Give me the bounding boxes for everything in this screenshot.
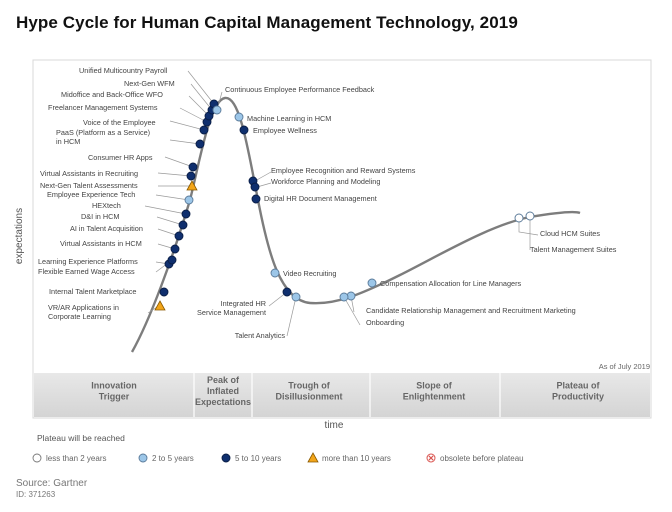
tech-label: Virtual Assistants in Recruiting: [40, 169, 138, 178]
tech-label: Digital HR Document Management: [264, 194, 377, 203]
document-id: ID: 371263: [16, 490, 56, 499]
tech-marker-dark: [159, 287, 169, 297]
tech-label: PaaS (Platform as a Service) in HCM: [56, 128, 150, 146]
legend-label: obsolete before plateau: [440, 454, 524, 463]
tech-label: AI in Talent Acquisition: [70, 224, 143, 233]
leader-line: [254, 171, 272, 182]
tech-marker-dark: [170, 244, 180, 254]
leader-line: [188, 95, 210, 117]
tech-label: Employee Wellness: [253, 126, 317, 135]
leader-line: [155, 194, 190, 201]
legend-marker-obsolete-x: [428, 455, 434, 461]
tech-label: Onboarding: [366, 318, 404, 327]
tech-label: Virtual Assistants in HCM: [60, 239, 142, 248]
tech-marker-dark: [239, 125, 249, 135]
phase-label: Peak of Inflated Expectations: [195, 375, 251, 407]
tech-marker-light: [367, 278, 377, 288]
tech-label: Talent Management Suites: [530, 245, 617, 254]
legend-marker-triangle: [307, 452, 319, 463]
phase-label: Plateau of Productivity: [552, 381, 604, 402]
leader-line: [164, 156, 194, 168]
tech-label: Candidate Relationship Management and Re…: [366, 306, 576, 315]
tech-label: Talent Analytics: [235, 331, 286, 340]
legend-heading: Plateau will be reached: [37, 433, 125, 443]
tech-label: D&I in HCM: [81, 212, 120, 221]
legend-marker-circle: [221, 453, 231, 463]
x-axis-label: time: [325, 420, 344, 431]
tech-marker-light: [234, 112, 244, 122]
tech-label: Machine Learning in HCM: [247, 114, 331, 123]
leader-line: [518, 220, 539, 236]
tech-label: Video Recruiting: [283, 269, 336, 278]
tech-label: Learning Experience Platforms: [38, 257, 138, 266]
leader-line: [157, 172, 192, 177]
tech-label: Voice of the Employee: [83, 118, 156, 127]
plot-frame: [32, 59, 652, 419]
tech-marker-triangle: [154, 300, 166, 311]
tech-marker-dark: [186, 171, 196, 181]
tech-marker-dark: [167, 255, 177, 265]
tech-label: Workforce Planning and Modeling: [271, 177, 380, 186]
leader-line: [179, 107, 208, 123]
phase-label: Trough of Disillusionment: [275, 381, 342, 402]
tech-marker-dark: [181, 209, 191, 219]
legend-label: less than 2 years: [46, 454, 106, 463]
leader-line: [169, 120, 205, 131]
tech-marker-dark: [188, 162, 198, 172]
tech-label: Next-Gen Talent Assessments: [40, 181, 138, 190]
phase-label: Slope of Enlightenment: [403, 381, 466, 402]
leader-line: [343, 296, 361, 326]
tech-label: Midoffice and Back-Office WFO: [61, 90, 163, 99]
tech-marker-triangle: [186, 180, 198, 191]
legend-marker-circle: [138, 453, 148, 463]
chart-title: Hype Cycle for Human Capital Management …: [16, 13, 518, 32]
legend-label: more than 10 years: [322, 454, 391, 463]
tech-marker-dark: [195, 139, 205, 149]
tech-label: Unified Multicountry Payroll: [79, 66, 168, 75]
tech-marker-open: [514, 213, 524, 223]
tech-label: Next-Gen WFM: [124, 79, 175, 88]
legend-label: 2 to 5 years: [152, 454, 194, 463]
tech-marker-light: [339, 292, 349, 302]
leader-line: [156, 216, 184, 226]
phase-band: [34, 373, 650, 417]
tech-marker-light: [270, 268, 280, 278]
tech-label: Compensation Allocation for Line Manager…: [380, 279, 522, 288]
tech-label: Internal Talent Marketplace: [49, 287, 136, 296]
tech-label: Integrated HR Service Management: [197, 299, 266, 317]
leader-line: [187, 70, 215, 105]
tech-marker-dark: [282, 287, 292, 297]
leader-line: [169, 139, 201, 145]
tech-label: Continuous Employee Performance Feedback: [225, 85, 375, 94]
tech-marker-dark: [174, 231, 184, 241]
as-of-label: As of July 2019: [599, 362, 650, 371]
tech-label: HEXtech: [92, 201, 121, 210]
phase-label: Innovation Trigger: [91, 381, 137, 402]
tech-label: Consumer HR Apps: [88, 153, 153, 162]
tech-marker-light: [212, 105, 222, 115]
legend-marker-circle: [32, 453, 42, 463]
leader-line: [286, 296, 297, 337]
tech-label: Freelancer Management Systems: [48, 103, 158, 112]
tech-marker-open: [525, 211, 535, 221]
y-axis-label: expectations: [14, 208, 25, 264]
tech-label: VR/AR Applications in Corporate Learning: [48, 303, 119, 321]
tech-marker-light: [291, 292, 301, 302]
tech-marker-dark: [178, 220, 188, 230]
legend: less than 2 years 2 to 5 years 5 to 10 yea…: [32, 452, 524, 463]
tech-label: Flexible Earned Wage Access: [38, 267, 135, 276]
tech-marker-light: [184, 195, 194, 205]
legend-label: 5 to 10 years: [235, 454, 281, 463]
leader-line: [147, 306, 158, 314]
source-text: Source: Gartner: [16, 478, 88, 489]
leader-line: [144, 205, 187, 215]
leader-line: [190, 83, 213, 111]
tech-label: Cloud HCM Suites: [540, 229, 600, 238]
tech-marker-dark: [251, 194, 261, 204]
tech-label: Employee Recognition and Reward Systems: [271, 166, 416, 175]
tech-marker-dark: [250, 182, 260, 192]
tech-marker-dark: [199, 125, 209, 135]
tech-label: Employee Experience Tech: [47, 190, 135, 199]
